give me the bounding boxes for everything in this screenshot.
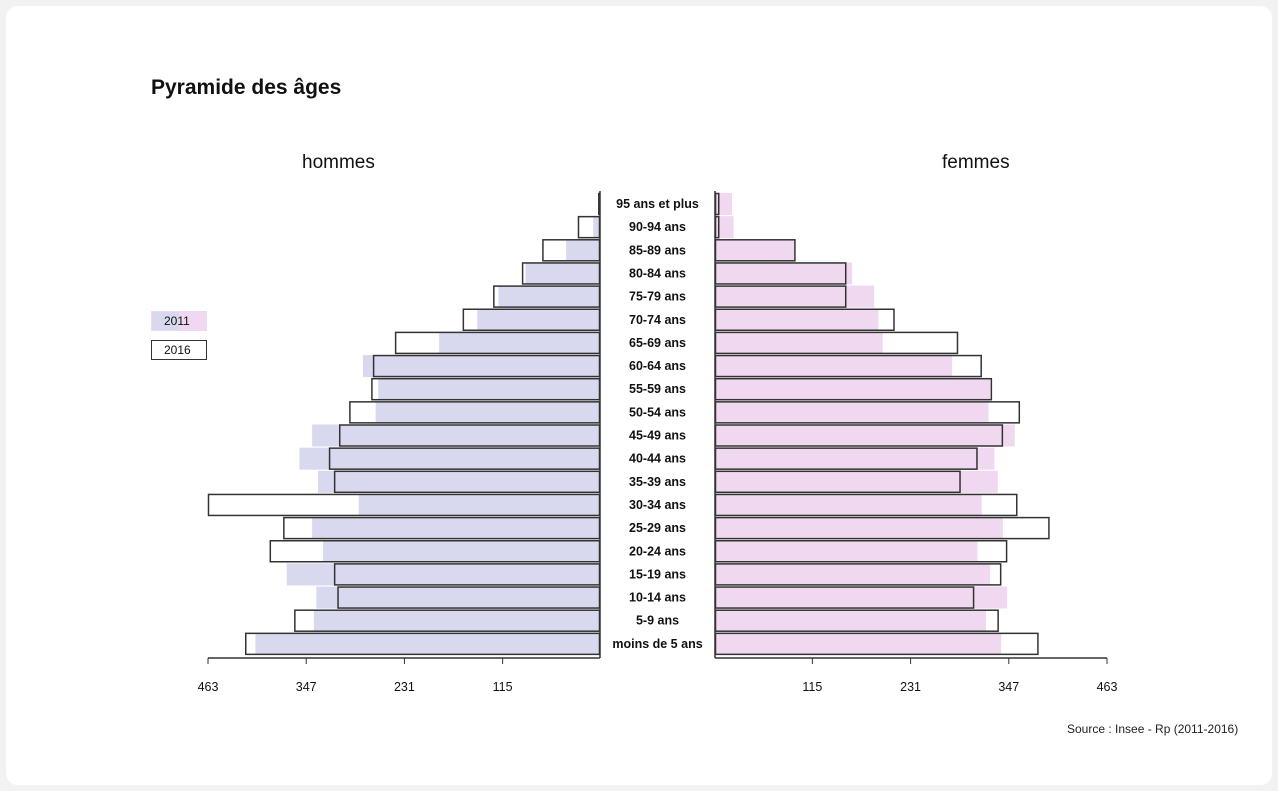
bar-2011-men [566,239,600,262]
legend-2016-label: 2016 [164,343,191,357]
age-category-label: 15-19 ans [629,567,686,581]
bar-2011-women [715,262,853,285]
men-label: hommes [302,152,375,173]
bar-2011-men [498,285,600,308]
bar-2011-women [715,540,978,563]
age-category-label: 50-54 ans [629,405,686,419]
bar-2011-men [358,493,600,516]
age-category-label: 20-24 ans [629,544,686,558]
bar-2011-women [715,216,734,239]
legend-2011: 2011 [151,311,207,331]
bar-2011-men [299,447,600,470]
bar-2011-men [362,355,600,378]
bar-2011-men [593,216,600,239]
x-tick-label-women: 463 [1097,680,1118,694]
age-category-label: 10-14 ans [629,591,686,605]
x-tick-label-men: 463 [198,680,219,694]
age-category-label: 25-29 ans [629,521,686,535]
age-category-label: 85-89 ans [629,243,686,257]
bar-2011-men [316,586,600,609]
age-category-label: 95 ans et plus [616,197,699,211]
women-label: femmes [942,152,1010,173]
age-category-label: 65-69 ans [629,336,686,350]
bar-2011-women [715,239,795,262]
chart-card: Pyramide des âges hommes femmes 2011 201… [6,6,1272,785]
bar-2011-men [477,308,600,331]
bar-2011-women [715,331,883,354]
bar-2011-men [375,401,600,424]
age-category-label: 30-34 ans [629,498,686,512]
bar-2011-women [715,517,1003,540]
age-category-label: 5-9 ans [636,614,679,628]
bar-2011-women [715,378,991,401]
bar-2011-women [715,563,991,586]
bar-2011-men [313,609,600,632]
age-category-label: 90-94 ans [629,220,686,234]
bar-2011-women [715,401,989,424]
chart-title: Pyramide des âges [151,76,342,99]
x-tick-label-women: 115 [802,680,822,694]
age-category-label: 60-64 ans [629,359,686,373]
bar-2011-women [715,609,986,632]
age-category-label: 55-59 ans [629,382,686,396]
x-tick-label-women: 347 [998,680,1019,694]
bar-2011-women [715,308,879,331]
source-note: Source : Insee - Rp (2011-2016) [1067,722,1239,736]
x-tick-label-men: 347 [296,680,317,694]
bar-2011-women [715,470,998,493]
bar-2011-women [715,193,732,215]
bar-2011-men [318,470,600,493]
age-category-label: 35-39 ans [629,475,686,489]
age-category-label: 75-79 ans [629,290,686,304]
age-category-label: 45-49 ans [629,429,686,443]
bar-2011-women [715,285,875,308]
bar-2011-men [255,632,600,655]
bar-2011-men [286,563,600,586]
bar-2011-women [715,632,1002,655]
x-tick-label-men: 231 [394,680,415,694]
bar-2011-women [715,355,953,378]
bar-2011-women [715,424,1015,447]
bar-2011-men [312,424,600,447]
bar-2011-men [439,331,600,354]
legend-2011-label: 2011 [164,314,190,328]
x-tick-label-women: 231 [900,680,921,694]
bar-2011-men [323,540,600,563]
bar-2011-women [715,447,995,470]
age-category-label: 80-84 ans [629,266,686,280]
age-category-label: 40-44 ans [629,452,686,466]
x-tick-label-men: 115 [493,680,513,694]
age-category-label: 70-74 ans [629,313,686,327]
bar-2011-men [378,378,600,401]
bar-2011-men [525,262,600,285]
bar-2011-women [715,586,1008,609]
legend-2016: 2016 [151,340,207,360]
age-category-label: moins de 5 ans [612,637,702,651]
bar-2011-men [312,517,600,540]
bar-2011-women [715,493,982,516]
